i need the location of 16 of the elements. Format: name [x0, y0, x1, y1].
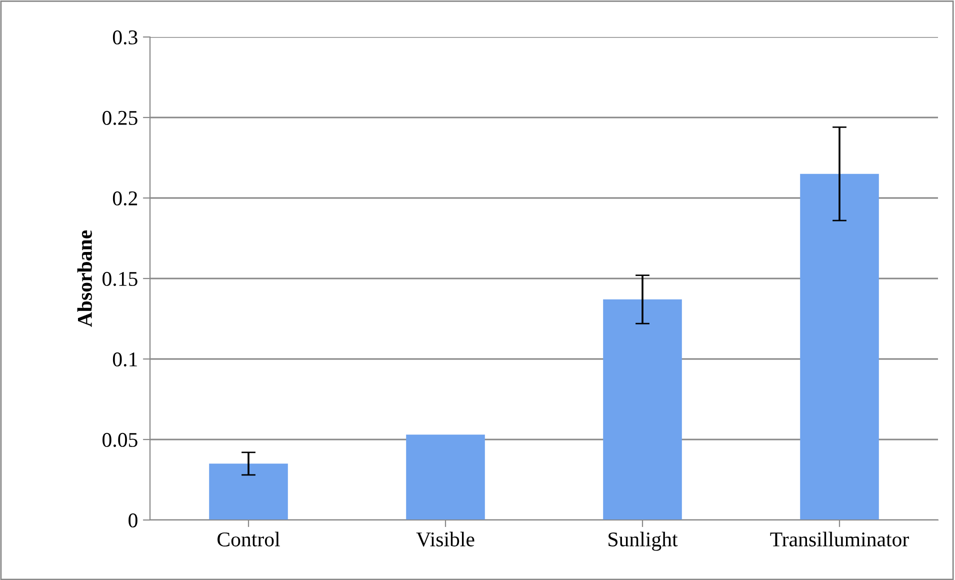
y-tick-label: 0.15 [102, 272, 138, 286]
y-tick-label: 0.05 [102, 432, 138, 448]
bar [406, 434, 485, 520]
y-tick-label: 0.25 [102, 110, 138, 126]
x-tick-label: Sunlight [608, 532, 678, 551]
y-tick-label: 0.3 [112, 30, 138, 45]
y-tick-label: 0.2 [112, 191, 138, 206]
bar [800, 174, 879, 520]
bar [209, 464, 288, 520]
y-tick-label: 0 [128, 513, 138, 528]
x-tick-label: Transilluminator [770, 532, 909, 546]
x-tick-label: Visible [416, 532, 474, 547]
x-tick-label: Control [218, 532, 280, 546]
y-axis-title: Absorbane [77, 230, 92, 327]
bar [603, 299, 682, 520]
y-tick-label: 0.1 [112, 352, 137, 367]
